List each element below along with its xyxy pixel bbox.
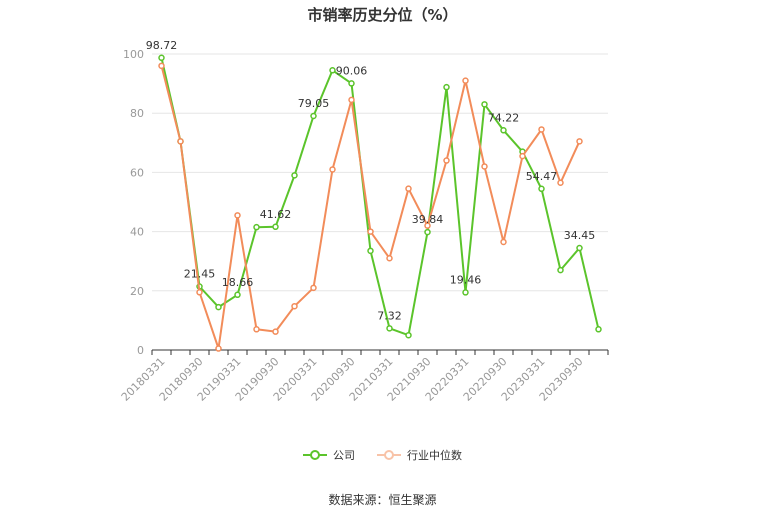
data-point: [481, 101, 488, 108]
data-label: 98.72: [146, 39, 178, 52]
data-point: [595, 326, 602, 333]
data-point: [158, 54, 165, 62]
data-label: 90.06: [336, 64, 368, 77]
series-line-company: [160, 57, 600, 337]
legend-item-company[interactable]: 公司: [303, 447, 355, 463]
y-tick-label: 40: [130, 226, 144, 239]
data-label: 54.47: [526, 170, 558, 183]
data-point: [405, 185, 412, 192]
data-label: 41.62: [260, 208, 292, 221]
data-point: [253, 326, 260, 333]
data-point: [443, 157, 450, 164]
source-note: 数据来源：恒生聚源: [328, 493, 437, 507]
y-tick-label: 20: [130, 285, 144, 298]
x-axis: 2018033120180930201903312019093020200331…: [119, 349, 609, 404]
data-point: [538, 126, 545, 133]
legend-item-industry[interactable]: 行业中位数: [377, 447, 462, 463]
data-label: 34.45: [564, 229, 596, 242]
data-point: [272, 223, 279, 231]
data-point: [291, 302, 298, 310]
data-label: 21.45: [184, 268, 216, 281]
data-point: [519, 152, 526, 160]
data-point: [500, 238, 507, 246]
data-point: [481, 163, 488, 170]
data-label: 19.46: [450, 273, 482, 286]
data-point: [310, 284, 317, 292]
data-point: [348, 80, 355, 87]
data-label: 74.22: [488, 111, 520, 124]
series-line-industry: [160, 65, 581, 350]
data-point: [253, 223, 260, 231]
series-layer: [158, 54, 602, 352]
data-point: [405, 331, 412, 339]
y-tick-label: 80: [130, 107, 144, 120]
data-label: 18.66: [222, 276, 254, 289]
data-point: [367, 247, 374, 255]
data-point: [348, 96, 355, 104]
data-point: [424, 228, 431, 236]
data-point: [538, 185, 545, 193]
legend-company-label: 公司: [333, 449, 355, 462]
data-point: [443, 83, 450, 91]
data-point: [234, 291, 241, 299]
data-point: [576, 244, 583, 252]
data-point: [310, 112, 317, 120]
y-tick-label: 0: [137, 344, 144, 357]
data-point: [500, 127, 507, 134]
legend-company-marker-icon: [303, 450, 327, 460]
data-point: [424, 222, 431, 229]
data-point: [291, 172, 298, 179]
data-label: 39.84: [412, 213, 444, 226]
y-tick-label: 100: [123, 48, 144, 61]
data-point: [386, 254, 393, 262]
data-point: [196, 289, 203, 296]
data-point: [329, 67, 336, 74]
chart-title: 市销率历史分位（%）: [307, 6, 458, 24]
data-point: [367, 228, 374, 235]
data-point: [462, 289, 469, 296]
data-point: [329, 166, 336, 173]
data-point: [215, 345, 222, 352]
data-label: 79.05: [298, 97, 330, 110]
data-point: [386, 325, 393, 332]
legend-industry-label: 行业中位数: [407, 449, 462, 462]
data-label: 7.32: [377, 309, 402, 322]
series-industry: [158, 62, 583, 352]
data-point: [177, 138, 184, 145]
data-point: [272, 328, 279, 335]
data-labels: 98.72 21.45 18.66 41.62 79.05 90.06 7.32 39.84 1…: [146, 39, 596, 323]
data-point: [557, 266, 564, 274]
data-point: [462, 77, 469, 84]
y-axis: 0 20 40 60 80 100: [123, 48, 144, 357]
y-tick-label: 60: [130, 166, 144, 179]
data-point: [576, 138, 583, 145]
legend: 公司 行业中位数: [0, 447, 765, 463]
data-point: [215, 303, 222, 311]
data-point: [158, 62, 165, 70]
legend-industry-marker-icon: [377, 450, 401, 460]
data-point: [234, 212, 241, 219]
data-point: [557, 179, 564, 187]
